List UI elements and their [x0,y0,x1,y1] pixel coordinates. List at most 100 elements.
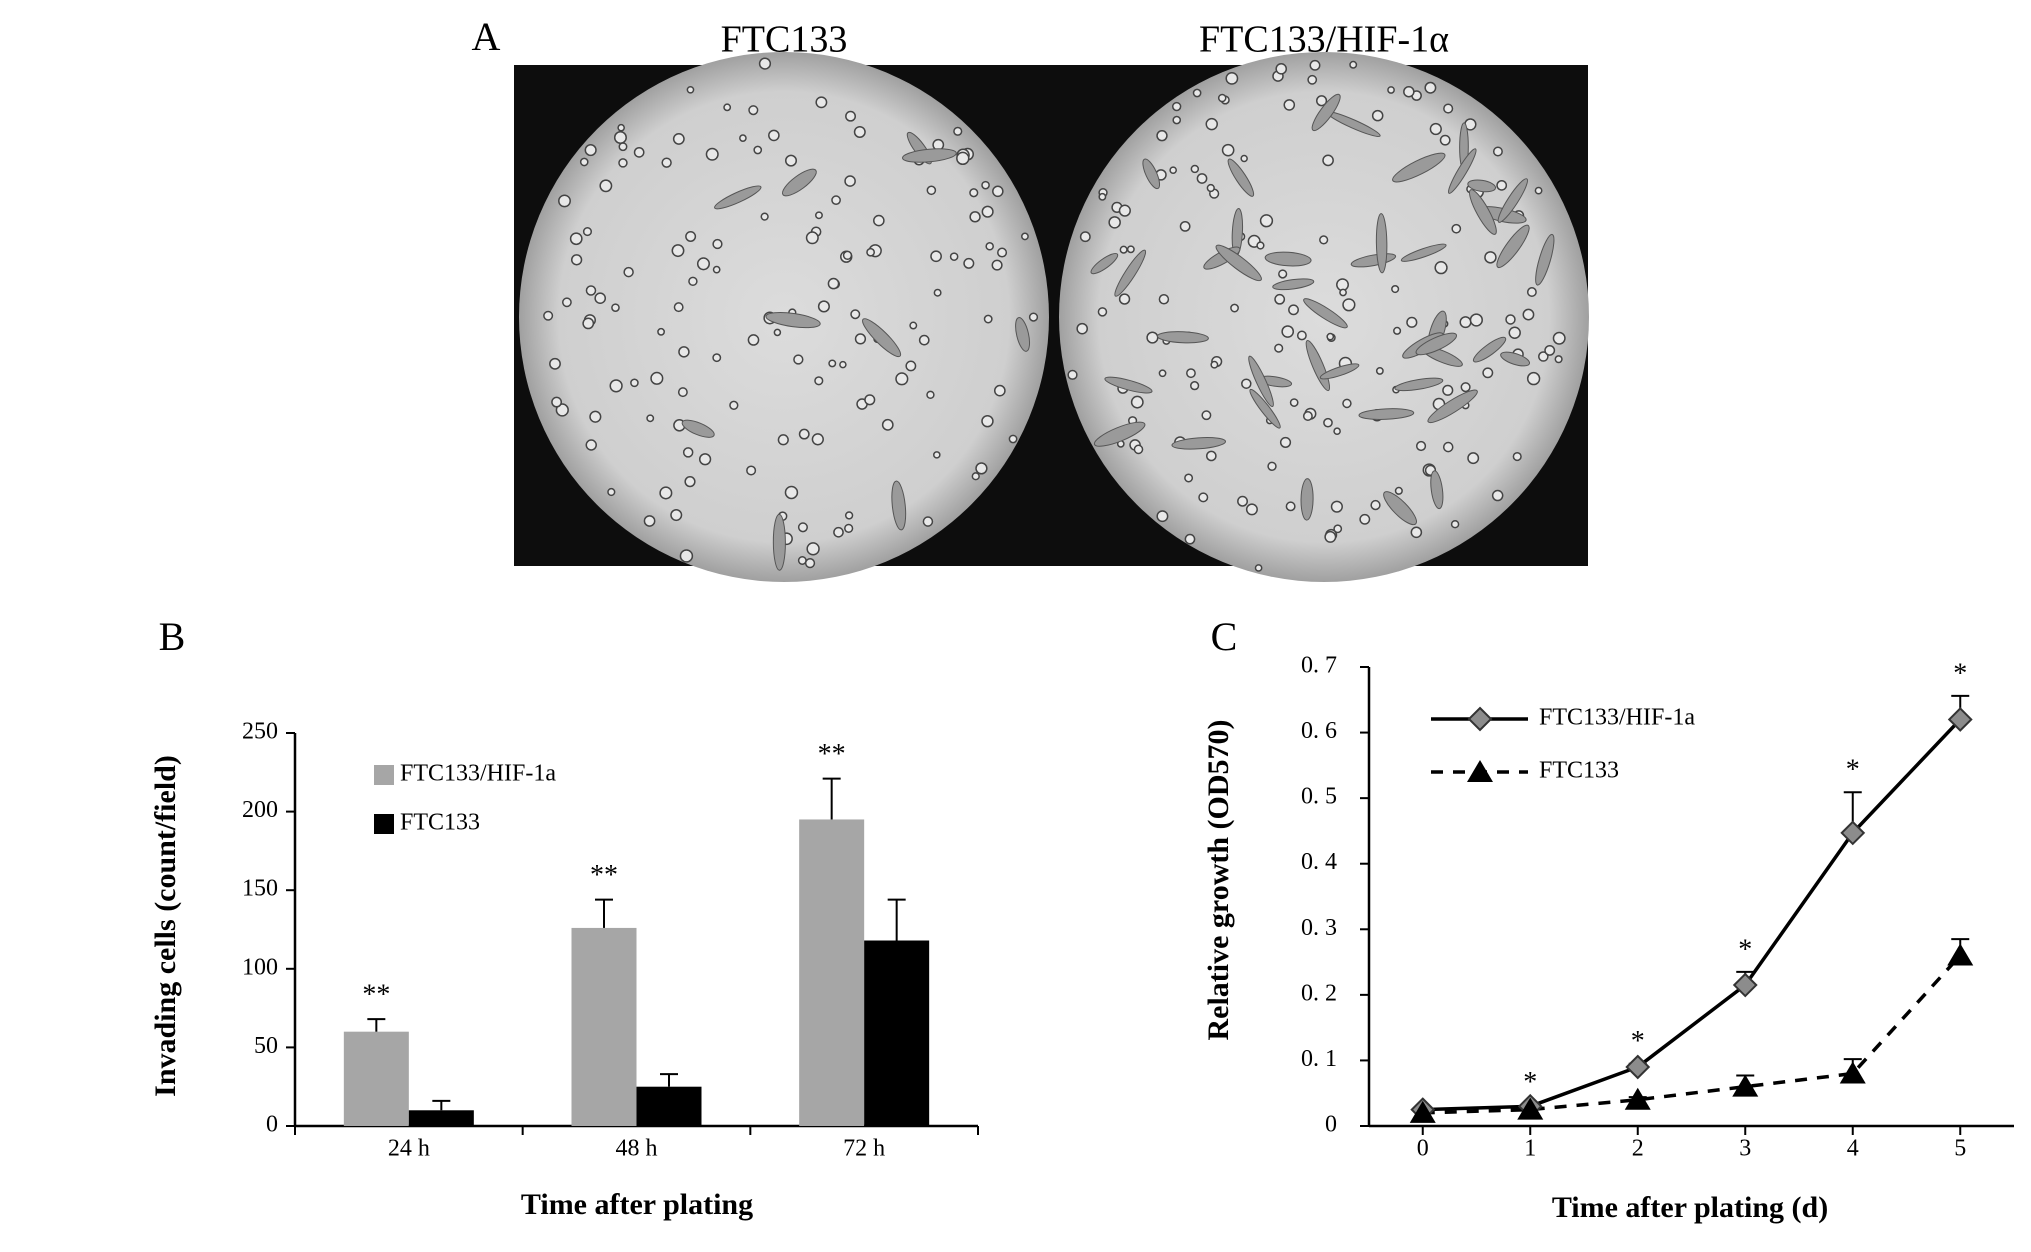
cell [1430,470,1444,510]
cell [670,509,683,522]
cell [805,231,819,245]
cell [1324,530,1337,543]
cell [1225,71,1239,85]
y-tick-label: 0 [1325,1112,1337,1138]
cell [1285,501,1296,512]
cell [623,266,634,278]
cell [817,300,830,313]
cell [748,105,759,116]
cell [1283,99,1296,111]
cell [657,327,665,336]
cell [815,211,823,220]
cell [1300,478,1314,521]
cell [569,232,583,246]
cell [1333,524,1343,534]
cell [1319,235,1329,245]
bar [864,940,930,1126]
cell [1028,312,1039,322]
cell [1322,154,1334,167]
cell [895,372,909,386]
cell [1400,243,1447,262]
cell [1142,158,1161,190]
cell [956,151,970,166]
cell [1130,395,1144,409]
marker [1947,943,1974,966]
cell [1393,326,1402,335]
cell [1505,314,1516,325]
cell [864,394,876,406]
cell [902,148,957,163]
legend-label: FTC133 [1539,758,1619,784]
cell [679,549,694,563]
cell [712,353,722,363]
cell [1104,376,1153,394]
x-tick-label: 24 h [388,1136,430,1162]
cell [1190,381,1200,391]
cell [646,414,655,423]
cell [854,333,867,345]
cell [1256,241,1265,250]
significance: ** [590,860,618,891]
marker [1947,707,1973,732]
cell [1248,355,1274,408]
cell [714,185,762,210]
cell [659,486,673,500]
cell [1184,533,1196,545]
cell [558,194,571,208]
cell [850,309,861,320]
cell [1309,59,1321,71]
cell [543,310,554,321]
cell [1296,330,1307,341]
marker [1839,1061,1866,1084]
cell [773,328,782,337]
cell [765,312,821,329]
y-tick-label: 0. 4 [1301,849,1337,875]
cell [1275,62,1288,75]
x-axis-label: Time after plating [521,1188,753,1221]
panel-label: B [159,614,186,659]
cell [1158,369,1167,378]
y-tick-label: 100 [242,954,278,980]
cell [1264,251,1312,267]
cell [594,292,607,305]
cell [747,334,760,346]
x-tick-label: 1 [1524,1136,1536,1162]
x-tick-label: 5 [1954,1136,1966,1162]
cell [582,227,593,237]
cell [1394,377,1444,392]
cell [1281,325,1295,338]
cell [933,451,941,459]
cell [739,134,747,142]
cell [723,103,732,112]
cell [866,247,875,257]
cell [1279,436,1292,449]
cell [1415,332,1458,356]
cell [1370,499,1381,511]
significance: * [1631,1026,1645,1057]
cell [585,439,597,451]
cell [589,410,602,423]
cell [777,434,789,446]
cell [922,516,934,527]
y-tick-label: 0. 6 [1301,718,1337,744]
cell [905,360,917,372]
cell [1090,252,1119,275]
cell [1192,88,1202,98]
cell [1021,232,1029,241]
marker [1409,1100,1436,1123]
cell [1206,183,1215,193]
cell [798,428,810,440]
cell [1267,461,1277,471]
cell [698,453,712,466]
cell [993,384,1006,397]
cell [1375,367,1384,375]
cell [613,131,627,145]
cell [1008,434,1018,444]
cell [1133,444,1144,455]
cell [712,265,721,274]
cell [611,303,620,313]
cell [1274,293,1286,305]
cell [1415,440,1427,452]
cell [1358,408,1415,420]
cell [1383,491,1417,526]
